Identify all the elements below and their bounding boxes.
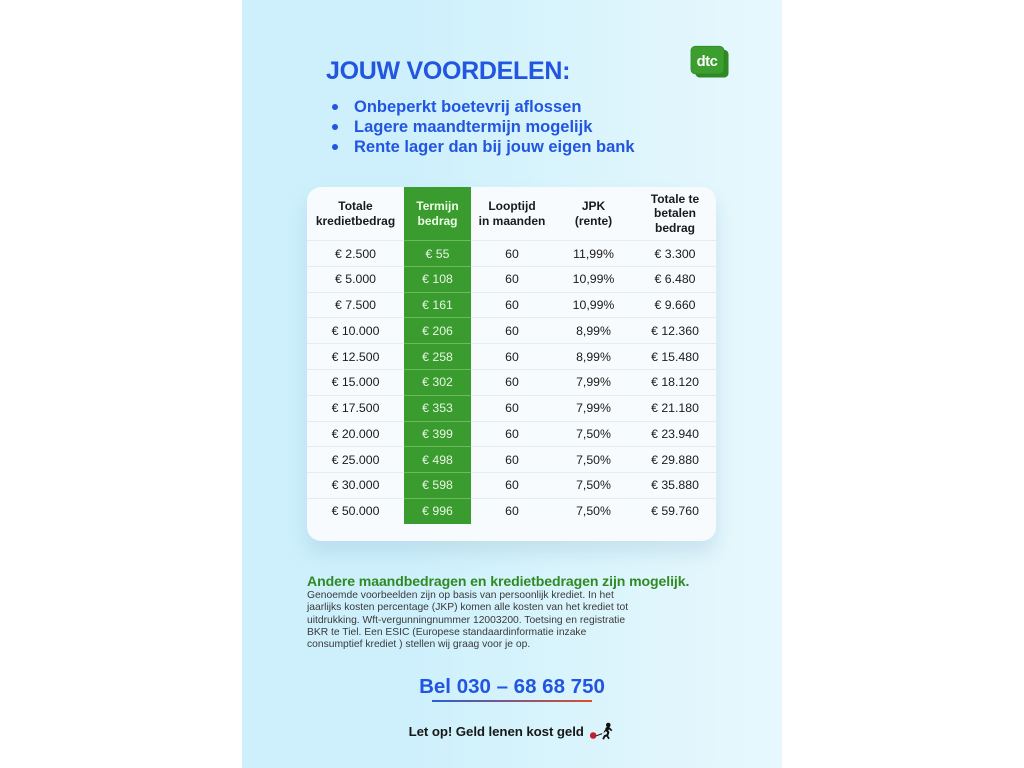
svg-text:dtc: dtc xyxy=(697,54,718,70)
